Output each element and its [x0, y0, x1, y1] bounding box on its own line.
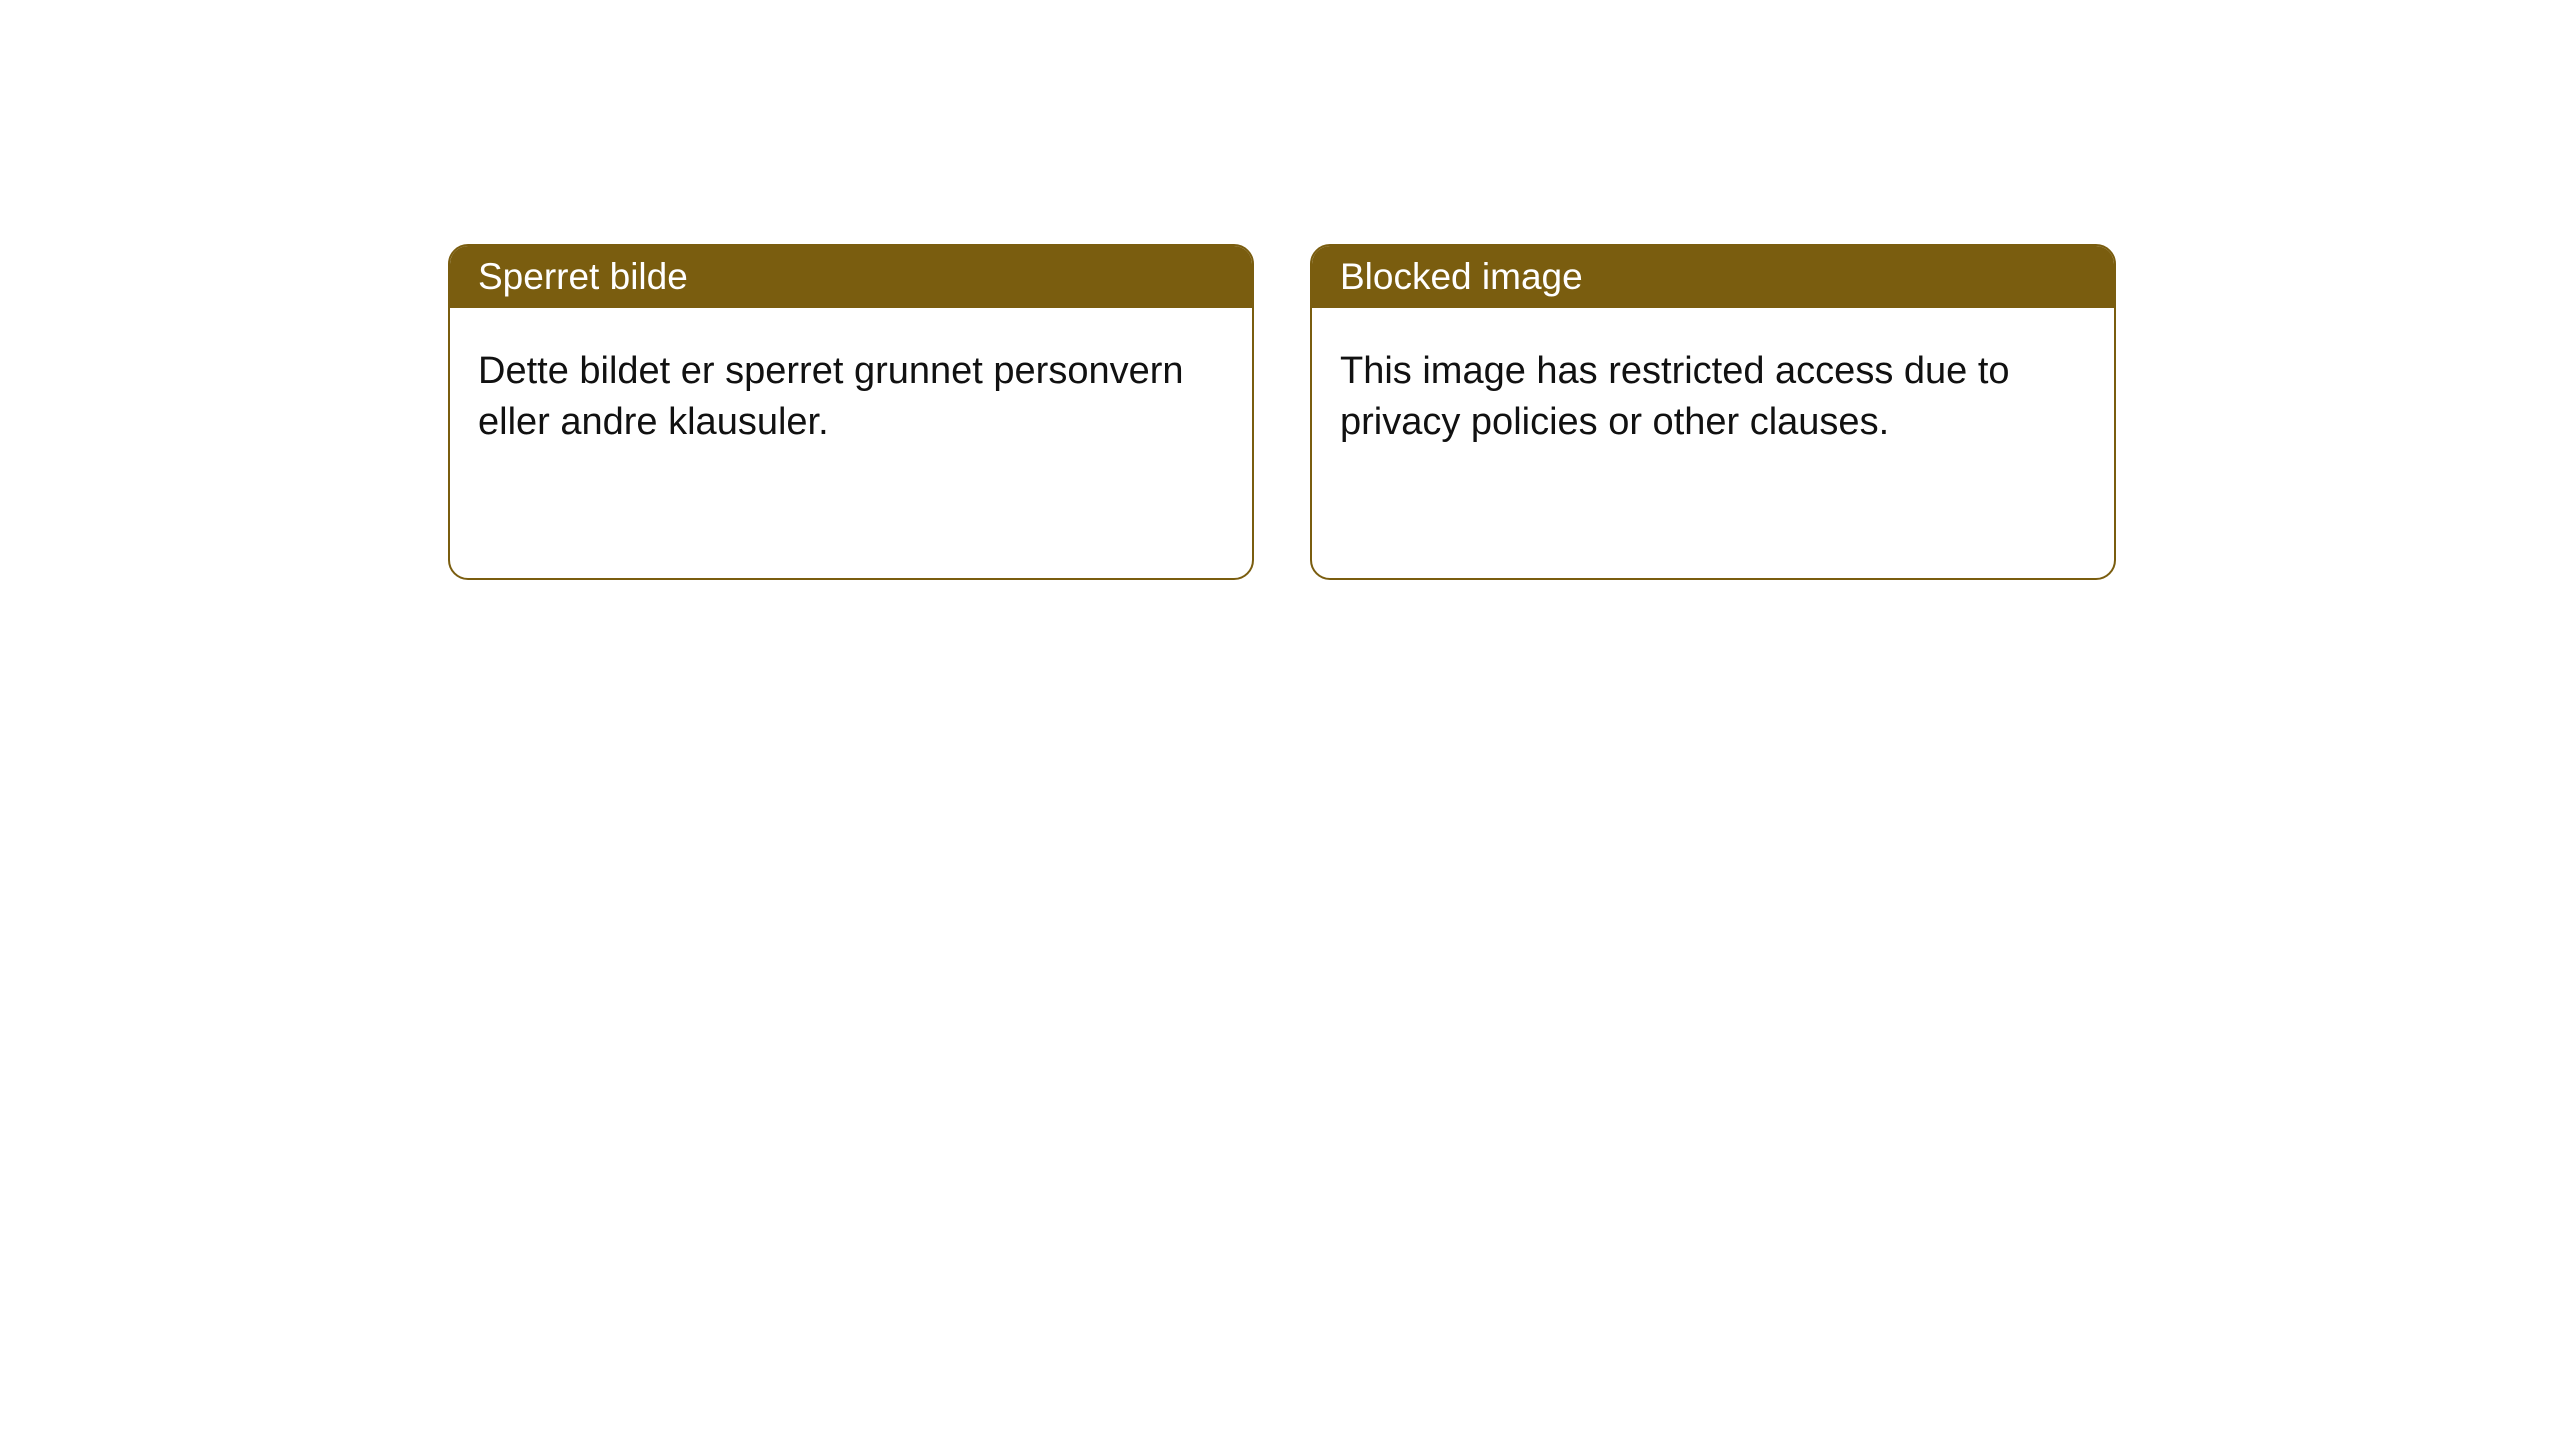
notice-container: Sperret bilde Dette bildet er sperret gr… — [448, 244, 2116, 580]
card-body-text: Dette bildet er sperret grunnet personve… — [478, 350, 1184, 443]
card-body-text: This image has restricted access due to … — [1340, 350, 2010, 443]
card-title: Sperret bilde — [478, 256, 688, 297]
card-header: Blocked image — [1312, 246, 2114, 308]
notice-card-norwegian: Sperret bilde Dette bildet er sperret gr… — [448, 244, 1254, 580]
card-body: Dette bildet er sperret grunnet personve… — [450, 308, 1252, 578]
card-header: Sperret bilde — [450, 246, 1252, 308]
card-title: Blocked image — [1340, 256, 1583, 297]
card-body: This image has restricted access due to … — [1312, 308, 2114, 578]
notice-card-english: Blocked image This image has restricted … — [1310, 244, 2116, 580]
